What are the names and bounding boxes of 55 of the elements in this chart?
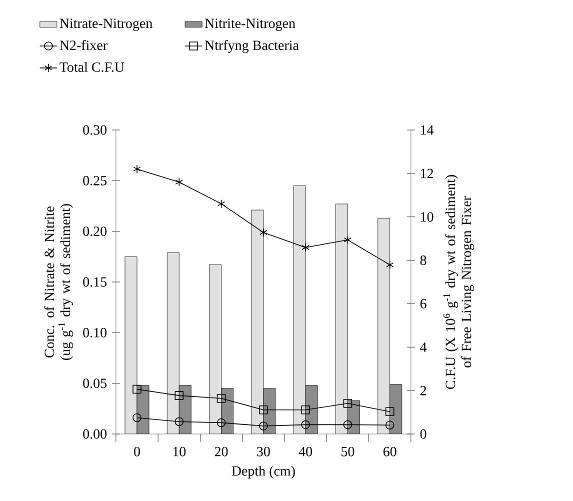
legend-label: Ntrfyng Bacteria bbox=[204, 40, 299, 53]
legend-label: Total C.F.U bbox=[60, 62, 124, 72]
bar bbox=[336, 204, 348, 434]
point bbox=[343, 398, 352, 408]
x-tick-label: 30 bbox=[257, 446, 270, 456]
point bbox=[216, 418, 226, 428]
bar bbox=[293, 186, 306, 434]
point bbox=[174, 391, 184, 400]
point bbox=[301, 420, 310, 430]
x-tick-label: 50 bbox=[342, 446, 354, 456]
y-tick-label: 0.15 bbox=[83, 277, 107, 287]
point bbox=[385, 407, 394, 416]
point bbox=[132, 384, 142, 394]
legend-label: N2-fixer bbox=[60, 40, 108, 50]
point bbox=[344, 235, 352, 244]
y-tick-label: 0.30 bbox=[83, 125, 107, 135]
y2-tick-label: 2 bbox=[420, 386, 426, 396]
y-tick-label: 0.10 bbox=[83, 328, 107, 338]
y2-tick-label: 0 bbox=[420, 429, 426, 439]
point bbox=[259, 406, 268, 414]
y2-tick-label: 12 bbox=[421, 168, 434, 178]
point bbox=[259, 422, 268, 430]
bar bbox=[166, 252, 180, 434]
point bbox=[385, 420, 394, 430]
point bbox=[301, 406, 310, 414]
bar bbox=[209, 264, 222, 434]
y-tick-label: 0.25 bbox=[83, 176, 107, 186]
point bbox=[133, 164, 141, 174]
point bbox=[260, 228, 268, 237]
point bbox=[174, 417, 184, 426]
x-tick-label: 0 bbox=[134, 446, 140, 456]
y2-tick-label: 10 bbox=[421, 212, 434, 222]
point bbox=[216, 394, 226, 403]
x-tick-label: 40 bbox=[298, 446, 312, 456]
point bbox=[132, 413, 142, 422]
bar bbox=[378, 218, 390, 434]
x-axis-title: Depth (cm) bbox=[232, 466, 295, 479]
y-tick-label: 0.20 bbox=[83, 226, 107, 236]
point bbox=[175, 178, 184, 187]
y-tick-label: 0.00 bbox=[83, 429, 107, 439]
point bbox=[386, 260, 394, 270]
point bbox=[217, 199, 226, 208]
bar bbox=[124, 256, 138, 434]
legend-label: Nitrate-Nitrogen bbox=[60, 18, 152, 31]
y2-tick-label: 14 bbox=[421, 125, 434, 135]
y2-tick-label: 6 bbox=[420, 299, 426, 308]
y-tick-label: 0.05 bbox=[83, 378, 107, 388]
y2-tick-label: 4 bbox=[420, 342, 427, 352]
point bbox=[302, 243, 310, 252]
x-tick-label: 10 bbox=[173, 446, 186, 456]
point bbox=[343, 420, 352, 430]
legend-label: Nitrite-Nitrogen bbox=[204, 18, 296, 31]
x-tick-label: 60 bbox=[383, 446, 396, 456]
y2-tick-label: 8 bbox=[420, 256, 426, 266]
x-tick-label: 20 bbox=[214, 446, 228, 456]
